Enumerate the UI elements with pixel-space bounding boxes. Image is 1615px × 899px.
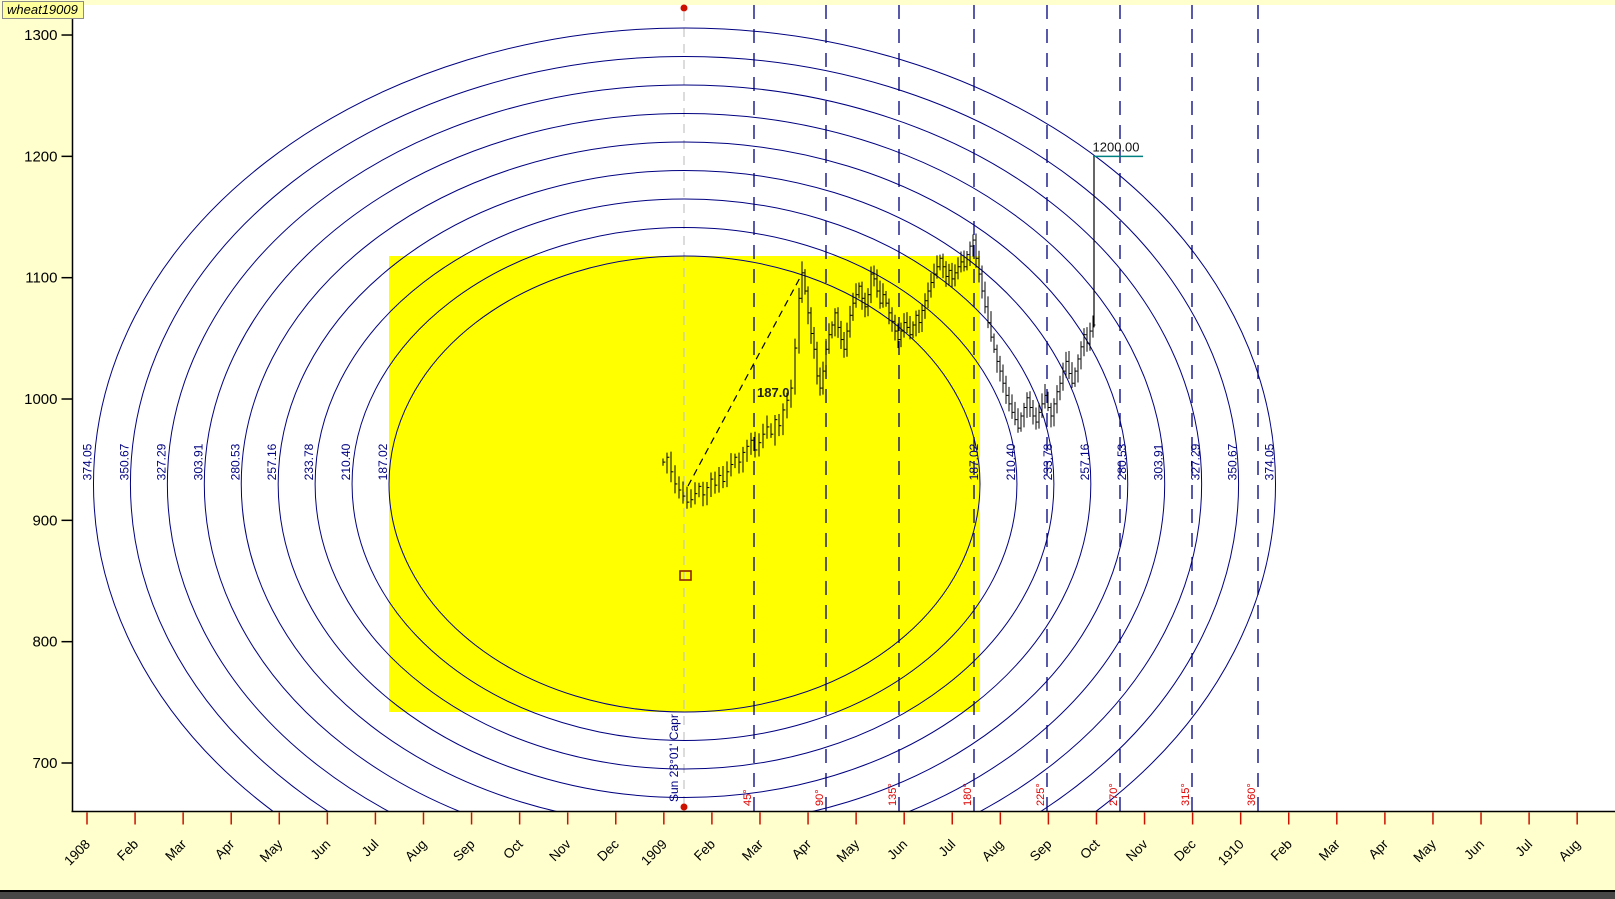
month-label: Jul [936,837,959,860]
y-axis: 700 800 900 1000 1100 1200 1300 [24,27,73,772]
radius-label-left: 257.16 [265,443,279,480]
month-label: Dec [1171,836,1199,864]
month-label: Sep [1027,837,1055,865]
radius-label-right: 303.91 [1152,443,1166,480]
x-axis: 1908 Feb Mar Apr May Jun Jul Aug Sep Oct Nov Dec 190… [61,812,1615,869]
radius-label-right: 327.29 [1189,443,1203,480]
price-bars [662,233,1096,509]
month-label: Nov [546,836,574,864]
degree-label: 225° [1035,783,1047,806]
month-label: Apr [789,836,815,862]
y-tick-label: 1300 [24,27,57,44]
y-tick-label: 1100 [25,270,57,287]
gann-ellipse [203,113,1166,812]
price-level-label: 1200.00 [1093,139,1140,154]
red-marker-bottom[interactable] [680,803,688,811]
month-label: Jun [1461,837,1487,863]
month-label: Dec [594,836,622,864]
month-label: Aug [402,837,430,865]
gann-ellipse [277,169,1092,799]
radius-label-left: 210.40 [339,443,353,480]
month-label: Oct [1077,836,1103,862]
radius-label-left: 350.67 [117,443,131,480]
month-label: Mar [739,836,766,863]
month-label: Apr [1366,836,1392,862]
degree-label: 315° [1180,783,1192,806]
radius-label-right: 233.78 [1041,443,1055,480]
degree-label: 135° [887,783,899,806]
month-label: 1910 [1215,837,1247,869]
month-label: Nov [1123,836,1151,864]
radius-label-right: 280.53 [1115,443,1129,480]
red-marker-top[interactable] [680,4,688,12]
trend-line[interactable] [687,273,803,487]
center-handle[interactable] [679,570,692,581]
gann-ellipse [351,226,1018,742]
gann-ellipse [93,27,1276,812]
radius-label-left: 233.78 [302,443,316,480]
degree-label: 270° [1108,783,1120,806]
month-label: Sep [450,837,478,865]
month-label: Jul [359,837,382,860]
month-label: May [257,836,286,865]
month-label: Oct [500,836,526,862]
degree-label: 360° [1246,783,1258,806]
month-label: Mar [162,836,189,863]
trend-length-label: 187.0 [757,385,790,400]
radius-label-left: 374.05 [80,443,94,480]
month-label: 1908 [61,837,93,869]
month-label: Feb [114,837,141,864]
radius-label-right: 210.40 [1004,443,1018,480]
month-label: Apr [212,836,238,862]
month-label: Jun [307,837,333,863]
degree-label: 90° [814,789,826,806]
month-label: Jun [884,837,910,863]
y-tick-label: 900 [32,512,57,529]
y-tick-label: 1200 [24,148,57,165]
gann-ellipse [388,255,981,713]
gann-ellipse [167,84,1202,812]
radius-label-right: 350.67 [1226,443,1240,480]
month-label: Jul [1512,837,1535,860]
month-label: May [1410,836,1439,865]
month-label: Feb [691,837,718,864]
month-label: Aug [979,837,1007,865]
radius-label-left: 187.02 [376,443,390,480]
radius-label-left: 327.29 [154,443,168,480]
radius-label-left: 303.91 [191,443,205,480]
gann-ellipses [93,27,1276,812]
gann-ellipse [240,141,1129,812]
radius-label-right: 374.05 [1263,443,1277,480]
window-bottom-border [0,890,1615,899]
y-tick-label: 1000 [24,391,57,408]
radius-label-right: 257.16 [1078,443,1092,480]
sun-position-label: Sun 23°01' Capr [667,714,681,802]
month-label: Mar [1316,836,1343,863]
radius-label-left: 280.53 [228,443,242,480]
degree-label: 45° [742,789,754,806]
month-label: Aug [1556,837,1584,865]
y-tick-label: 700 [32,755,57,772]
degree-label: 180° [962,783,974,806]
y-tick-label: 800 [32,634,57,651]
degree-lines: 45° 90° 135° 180° 225° 270° 315° 360° [742,5,1259,812]
month-label: May [834,836,863,865]
month-label: Feb [1268,837,1295,864]
gann-ellipse [314,198,1055,770]
chart-title-tab[interactable]: wheat19009 [2,1,84,19]
month-label: 1909 [638,837,670,869]
gann-ellipse [130,56,1239,812]
